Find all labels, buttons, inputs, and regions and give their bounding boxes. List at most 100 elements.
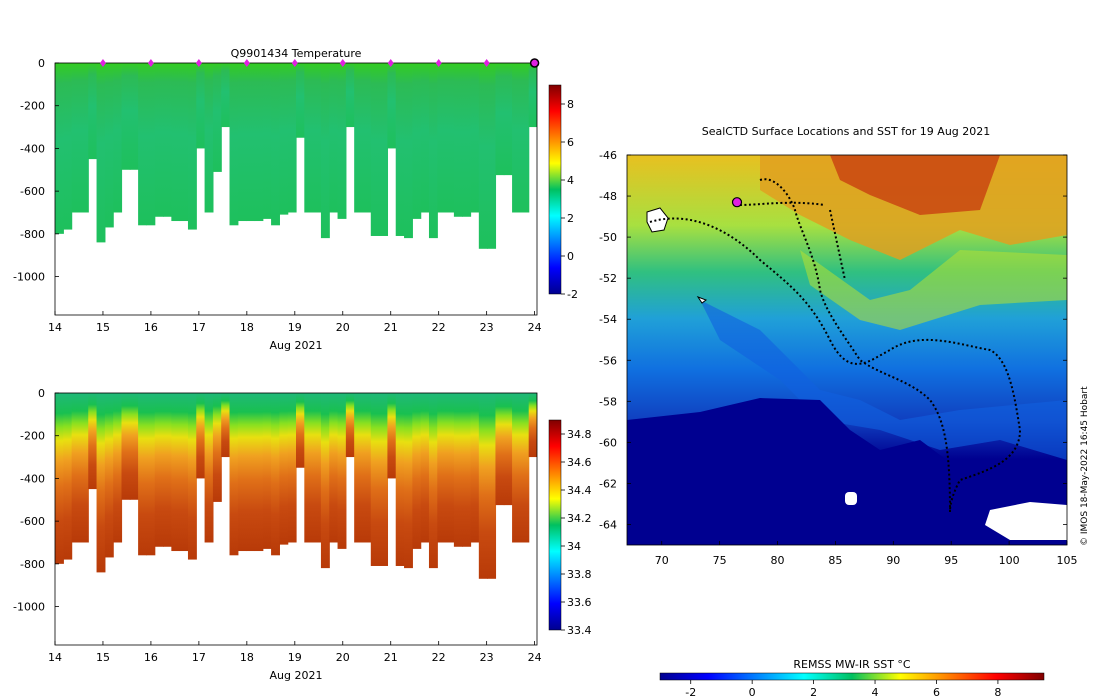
salinity-ytick-label: -1000	[13, 601, 45, 614]
salinity-profile-column	[345, 393, 355, 458]
heard-island	[696, 295, 708, 304]
temperature-section	[55, 63, 537, 249]
temperature-panel: Q9901434 Temperature 14 15 16 17 18 19 20 21 22 2…	[13, 47, 578, 352]
salinity-xtick-label: 20	[336, 651, 350, 664]
salinity-colorbar-label: 33.6	[567, 596, 592, 609]
salinity-profile-column	[329, 393, 339, 543]
salinity-profile-column	[196, 393, 206, 479]
salinity-profile-column	[296, 393, 305, 468]
temperature-xtick-label: 24	[528, 321, 542, 334]
sst-map-panel: SealCTD Surface Locations and SST for 19…	[599, 125, 1077, 699]
surface-position-marker	[99, 59, 106, 67]
salinity-profile-column	[212, 393, 222, 502]
temperature-profile-column	[279, 63, 289, 215]
temperature-xtick-label: 19	[288, 321, 302, 334]
temperature-ytick-label: 0	[38, 57, 45, 70]
temperature-colorbar-label: 2	[567, 212, 574, 225]
kerguelen-island	[646, 207, 669, 233]
map-ytick-label: -48	[599, 190, 617, 203]
temperature-profile-column	[470, 63, 480, 213]
temperature-colorbar	[548, 84, 562, 295]
credit-text: © IMOS 18-May-2022 16:45 Hobart	[1080, 386, 1090, 546]
salinity-profile-column	[229, 393, 239, 556]
sst-colorbar-tick-label: 2	[810, 686, 817, 699]
temperature-profile-column	[495, 63, 505, 176]
temperature-profile-column	[154, 63, 164, 217]
surface-position-marker	[147, 59, 154, 67]
salinity-profile-column	[262, 393, 272, 549]
map-xtick-label: 70	[655, 554, 669, 567]
temperature-xtick-label: 14	[48, 321, 62, 334]
salinity-profile-column	[387, 393, 397, 479]
temperature-colorbar-label: -2	[567, 288, 578, 301]
salinity-profile-column	[221, 393, 231, 458]
surface-position-marker	[435, 59, 442, 67]
temperature-profile-column	[329, 63, 339, 213]
salinity-profile-column	[420, 393, 430, 543]
map-xtick-label: 80	[771, 554, 785, 567]
temperature-ytick-label: -600	[20, 185, 45, 198]
salinity-profile-column	[379, 393, 389, 566]
salinity-axes-frame	[54, 392, 538, 646]
temperature-profile-column	[204, 63, 214, 213]
surface-position-marker	[339, 59, 346, 67]
salinity-colorbar-label: 33.8	[567, 568, 592, 581]
salinity-profile-column	[271, 393, 280, 556]
surface-position-marker	[243, 59, 250, 67]
map-ytick-label: -56	[599, 354, 617, 367]
sst-field	[627, 155, 1067, 545]
map-ytick-label: -62	[599, 477, 617, 490]
temperature-profile-column	[487, 63, 497, 249]
salinity-xtick-label: 19	[288, 651, 302, 664]
map-xtick-label: 75	[713, 554, 727, 567]
temperature-xtick-label: 23	[480, 321, 494, 334]
salinity-xtick-label: 15	[96, 651, 110, 664]
ice-shelf	[985, 502, 1067, 540]
temperature-xlabel: Aug 2021	[270, 339, 323, 352]
current-profile-marker	[529, 58, 540, 68]
temperature-profile-column	[420, 63, 430, 213]
salinity-profile-column	[370, 393, 380, 566]
salinity-profile-column	[88, 393, 98, 490]
salinity-profile-column	[520, 393, 530, 543]
temperature-profile-column	[237, 63, 247, 222]
salinity-xtick-label: 22	[432, 651, 446, 664]
map-axes-frame	[626, 154, 1068, 546]
salinity-profile-column	[412, 393, 422, 549]
surface-position-marker	[291, 59, 298, 67]
temperature-profile-column	[163, 63, 172, 217]
salinity-profile-column	[96, 393, 106, 573]
salinity-profile-column	[246, 393, 256, 552]
salinity-profile-column	[428, 393, 438, 569]
salinity-xtick-label: 18	[240, 651, 254, 664]
frontal-yellow-region	[800, 250, 1067, 330]
temperature-profile-column	[395, 63, 405, 236]
sst-colorbar-label: REMSS MW-IR SST °C	[793, 658, 911, 671]
salinity-profile-column	[55, 393, 64, 564]
map-xtick-label: 100	[999, 554, 1020, 567]
salinity-profile-column	[279, 393, 289, 545]
cold-tongue	[700, 300, 1067, 460]
salinity-profile-column	[171, 393, 181, 552]
temperature-profile-column	[104, 63, 114, 228]
temperature-profile-column	[63, 63, 73, 230]
surface-position-marker	[195, 59, 202, 67]
salinity-profile-column	[237, 393, 247, 552]
temperature-profile-column	[320, 63, 330, 239]
surface-position-marker	[483, 59, 490, 67]
temperature-profile-column	[71, 63, 81, 213]
temperature-profile-column	[520, 63, 530, 213]
salinity-ytick-label: 0	[38, 387, 45, 400]
sst-colorbar	[659, 672, 1045, 681]
temperature-ytick-label: -200	[20, 100, 45, 113]
temperature-xtick-label: 21	[384, 321, 398, 334]
salinity-panel: 14 15 16 17 18 19 20 21 22 23 24 0 -200 -400 -600 -800 -…	[13, 387, 591, 682]
salinity-profile-column	[354, 393, 364, 543]
map-xtick-label: 95	[944, 554, 958, 567]
temperature-profile-column	[179, 63, 189, 222]
temperature-profile-column	[55, 63, 64, 234]
surface-position-marker	[387, 59, 394, 67]
salinity-profile-column	[204, 393, 214, 543]
temperature-profile-column	[254, 63, 264, 222]
